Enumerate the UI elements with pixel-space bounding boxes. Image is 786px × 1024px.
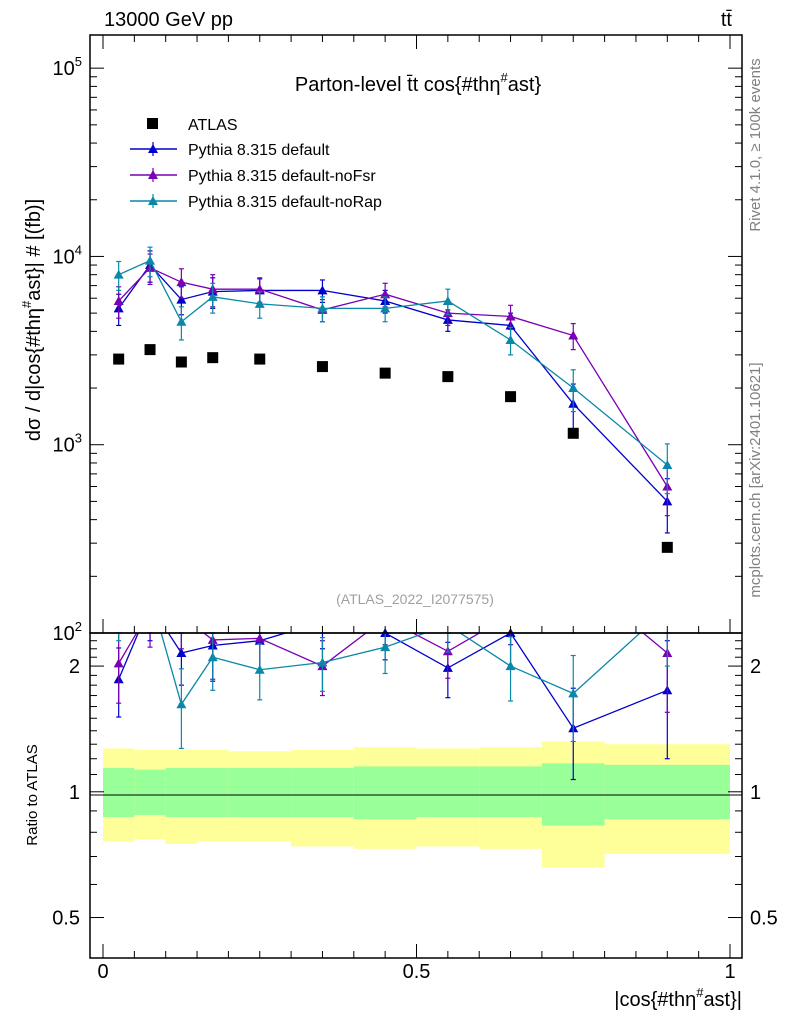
atlas-data-point <box>567 427 579 439</box>
ratio-point <box>317 657 328 667</box>
ratio-tick-label-left: 0.5 <box>52 908 80 930</box>
mcplots-label: mcplots.cern.ch [arXiv:2401.10621] <box>747 362 764 597</box>
ratio-tick-label-left: 2 <box>69 656 80 678</box>
series-point <box>176 294 187 304</box>
ratio-tick-label-right: 2 <box>750 656 761 678</box>
y-tick-label: 105 <box>53 54 82 80</box>
rivet-label: Rivet 4.1.0, ≥ 100k events <box>747 58 764 231</box>
series-point <box>176 277 187 287</box>
legend-label: Pythia 8.315 default <box>188 142 330 159</box>
band-inner-bin <box>416 766 480 818</box>
ratio-tick-label-right: 1 <box>750 782 761 804</box>
ratio-line-1 <box>118 633 668 729</box>
series-point <box>113 269 124 279</box>
ratio-point <box>176 647 187 657</box>
x-tick-label: 0.5 <box>403 961 431 983</box>
process-label: tt̄ <box>721 9 733 31</box>
atlas-data-point <box>144 344 156 356</box>
atlas-data-point <box>316 361 328 373</box>
series-line-3 <box>118 259 668 466</box>
band-inner-bin <box>103 768 135 818</box>
legend-marker-atlas <box>147 118 158 129</box>
ratio-point <box>254 633 265 643</box>
series-line-2 <box>118 267 668 487</box>
plot-title: Parton-level t̄t cos{#thη#ast} <box>295 70 542 96</box>
ratio-tick-labels: 0.5 0.5 1 1 2 2 <box>52 656 778 929</box>
atlas-data-point <box>175 356 187 368</box>
band-inner-bin <box>165 768 198 818</box>
legend-marker <box>148 144 158 153</box>
series-point <box>317 285 328 295</box>
legend-marker <box>148 170 158 179</box>
ratio-point <box>176 699 187 709</box>
energy-label: 13000 GeV pp <box>104 9 233 31</box>
ratio-point <box>207 652 218 662</box>
ratio-point <box>113 658 124 668</box>
ratio-point <box>568 688 579 698</box>
x-axis-label: |cos{#thη#ast}| <box>614 985 742 1011</box>
series-point <box>568 330 579 340</box>
series-point <box>317 303 328 313</box>
ratio-line-3 <box>160 633 641 706</box>
atlas-data-point <box>379 367 391 379</box>
ratio-y-axis-label: Ratio to ATLAS <box>24 744 41 845</box>
ratio-series <box>113 628 673 781</box>
atlas-data-point <box>254 353 266 365</box>
y-tick-label: 103 <box>53 431 82 457</box>
ratio-point <box>505 661 516 671</box>
atlas-data-point <box>505 391 517 403</box>
series-line-1 <box>118 264 668 502</box>
y-tick-label: 104 <box>53 242 82 268</box>
ratio-point <box>380 642 391 652</box>
y-tick-labels: 102 103 104 105 <box>53 54 82 645</box>
series-point <box>145 255 156 265</box>
series-point <box>662 460 673 470</box>
band-inner-bin <box>291 768 354 818</box>
series-point <box>568 383 579 393</box>
series-point <box>380 289 391 299</box>
legend-label-atlas: ATLAS <box>188 117 238 134</box>
series-point <box>505 311 516 321</box>
legend-label: Pythia 8.315 default-noRap <box>188 194 382 211</box>
series-point <box>176 316 187 326</box>
band-inner-bin <box>197 768 229 818</box>
series-point <box>113 295 124 305</box>
atlas-data-point <box>442 371 454 383</box>
atlas-data-point <box>661 541 673 553</box>
y-tick-label: 102 <box>53 619 82 645</box>
band-inner-bin <box>604 764 730 820</box>
legend-marker <box>148 196 158 205</box>
series-point <box>254 284 265 294</box>
series-point <box>505 334 516 344</box>
ratio-line-2 <box>118 633 668 667</box>
band-inner-bin <box>479 766 542 818</box>
atlas-data-point <box>207 352 219 364</box>
atlas-data-point <box>113 353 125 365</box>
series-point <box>207 291 218 301</box>
series-point <box>254 298 265 308</box>
x-tick-labels: 0 0.5 1 <box>97 961 735 983</box>
ratio-tick-label-right: 0.5 <box>750 908 778 930</box>
band-inner-bin <box>353 766 417 820</box>
series-point <box>380 303 391 313</box>
ratio-tick-label-left: 1 <box>69 782 80 804</box>
band-inner-bin <box>228 768 292 818</box>
ratio-point <box>254 664 265 674</box>
ratio-uncertainty-bands <box>103 741 730 868</box>
axis-ticks <box>90 35 742 959</box>
analysis-watermark: (ATLAS_2022_I2077575) <box>336 591 494 607</box>
legend: ATLAS Pythia 8.315 default Pythia 8.315 d… <box>130 117 382 211</box>
legend-label: Pythia 8.315 default-noFsr <box>188 168 376 185</box>
main-series <box>113 246 673 534</box>
x-tick-label: 1 <box>724 961 735 983</box>
atlas-data-points <box>113 344 673 553</box>
y-axis-label: dσ / d|cos{#thη#ast}| # [(fb)] <box>19 199 45 441</box>
series-point <box>442 295 453 305</box>
band-inner-bin <box>134 769 166 815</box>
x-tick-label: 0 <box>97 961 108 983</box>
